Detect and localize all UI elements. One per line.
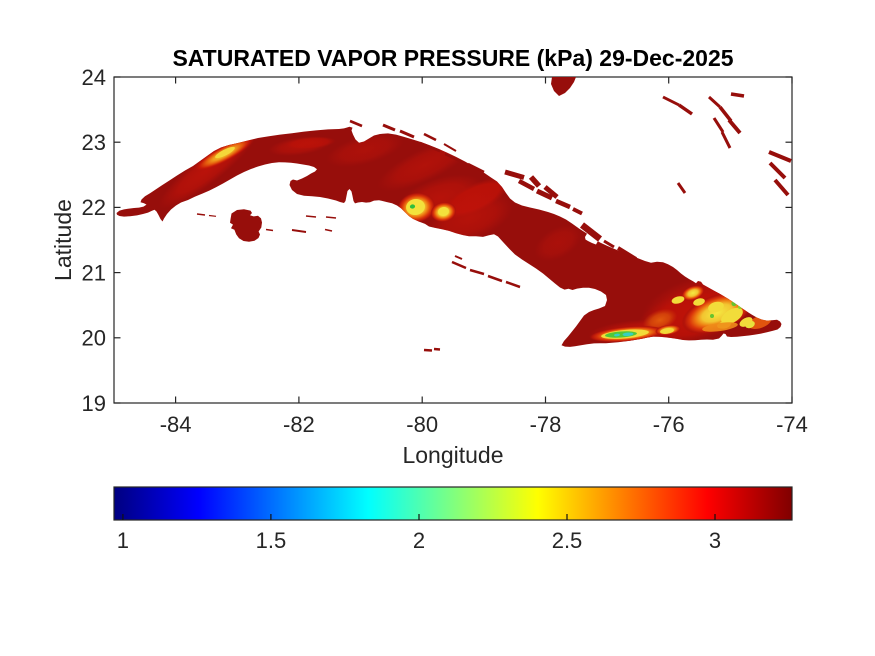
svg-text:Latitude: Latitude xyxy=(50,199,76,281)
svg-text:Longitude: Longitude xyxy=(402,442,503,468)
svg-text:2.5: 2.5 xyxy=(552,528,583,553)
svg-text:-78: -78 xyxy=(530,412,562,437)
svg-text:-82: -82 xyxy=(283,412,315,437)
svg-text:24: 24 xyxy=(82,65,106,90)
svg-text:2: 2 xyxy=(413,528,425,553)
svg-text:23: 23 xyxy=(82,130,106,155)
svg-text:20: 20 xyxy=(82,326,106,351)
svg-text:-84: -84 xyxy=(160,412,192,437)
svg-text:1: 1 xyxy=(117,528,129,553)
svg-text:22: 22 xyxy=(82,195,106,220)
svg-text:SATURATED VAPOR PRESSURE (kPa): SATURATED VAPOR PRESSURE (kPa) 29-Dec-20… xyxy=(172,45,733,71)
svg-text:21: 21 xyxy=(82,260,106,285)
svg-text:19: 19 xyxy=(82,391,106,416)
svg-text:-80: -80 xyxy=(406,412,438,437)
svg-text:-74: -74 xyxy=(776,412,808,437)
svg-text:-76: -76 xyxy=(653,412,685,437)
svg-text:3: 3 xyxy=(709,528,721,553)
svg-text:1.5: 1.5 xyxy=(256,528,287,553)
